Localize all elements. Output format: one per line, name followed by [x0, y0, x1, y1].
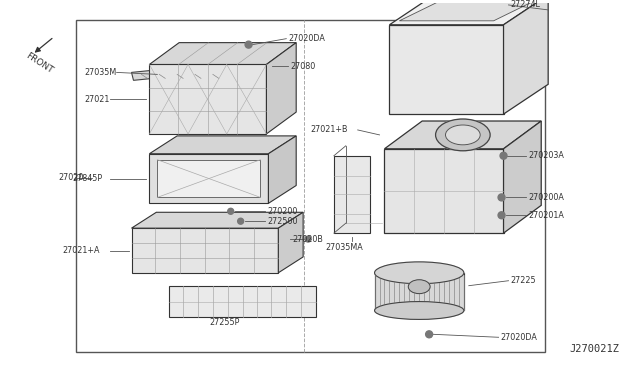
Polygon shape: [278, 212, 303, 273]
Circle shape: [498, 212, 505, 219]
Text: 270203A: 270203A: [529, 151, 564, 160]
Circle shape: [305, 236, 311, 242]
Circle shape: [228, 208, 234, 214]
Text: 270200: 270200: [268, 207, 298, 216]
Bar: [169, 286, 316, 317]
Text: 27020DA: 27020DA: [500, 333, 538, 342]
Polygon shape: [131, 212, 303, 228]
Text: FRONT: FRONT: [24, 51, 54, 76]
Polygon shape: [131, 228, 278, 273]
Polygon shape: [390, 0, 548, 25]
Polygon shape: [504, 0, 548, 114]
Ellipse shape: [445, 125, 480, 145]
Polygon shape: [149, 43, 296, 64]
Text: 27274L: 27274L: [511, 0, 540, 9]
Polygon shape: [266, 43, 296, 134]
Polygon shape: [374, 273, 464, 311]
Text: 27021+B: 27021+B: [310, 125, 348, 134]
Text: 27020DA: 27020DA: [288, 34, 325, 43]
Ellipse shape: [436, 119, 490, 151]
Ellipse shape: [408, 280, 430, 294]
Polygon shape: [504, 121, 541, 233]
Polygon shape: [248, 61, 273, 79]
Circle shape: [498, 194, 505, 201]
Polygon shape: [131, 62, 233, 80]
Polygon shape: [149, 64, 266, 134]
Polygon shape: [268, 136, 296, 203]
Text: 27020B: 27020B: [292, 235, 323, 244]
Text: 27255P: 27255P: [209, 318, 239, 327]
Text: 27035MA: 27035MA: [325, 243, 363, 251]
Text: 27020: 27020: [58, 173, 83, 182]
Circle shape: [500, 152, 507, 159]
Polygon shape: [399, 0, 538, 21]
Polygon shape: [149, 154, 268, 203]
Circle shape: [426, 331, 433, 338]
Circle shape: [237, 218, 244, 224]
Bar: [157, 160, 260, 198]
Polygon shape: [390, 25, 504, 114]
Text: 27021+A: 27021+A: [62, 247, 100, 256]
Ellipse shape: [374, 262, 464, 284]
Text: 27225: 27225: [511, 276, 536, 285]
Polygon shape: [385, 149, 504, 233]
Text: J270021Z: J270021Z: [570, 344, 620, 354]
Text: 270201A: 270201A: [529, 211, 564, 220]
Polygon shape: [149, 136, 296, 154]
Circle shape: [245, 41, 252, 48]
Text: 27035M: 27035M: [84, 68, 116, 77]
Text: 27845P: 27845P: [72, 174, 102, 183]
Bar: [334, 156, 370, 233]
Polygon shape: [385, 121, 541, 149]
Text: 27021: 27021: [84, 95, 109, 104]
Ellipse shape: [374, 302, 464, 320]
Text: 27080: 27080: [290, 62, 316, 71]
Bar: [76, 20, 545, 352]
Text: 272500: 272500: [268, 217, 298, 226]
Text: 270200A: 270200A: [529, 193, 564, 202]
